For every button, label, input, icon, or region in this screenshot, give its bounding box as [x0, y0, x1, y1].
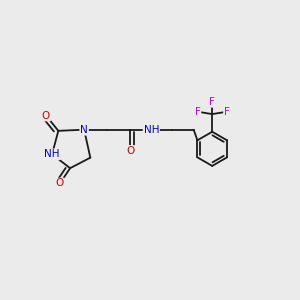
Text: NH: NH: [44, 149, 60, 159]
Text: NH: NH: [143, 125, 159, 135]
Text: O: O: [126, 146, 134, 156]
Text: F: F: [195, 107, 200, 117]
Text: O: O: [42, 110, 50, 121]
Text: O: O: [56, 178, 64, 188]
Text: F: F: [209, 97, 215, 107]
Text: F: F: [224, 107, 230, 117]
Text: N: N: [80, 125, 88, 135]
